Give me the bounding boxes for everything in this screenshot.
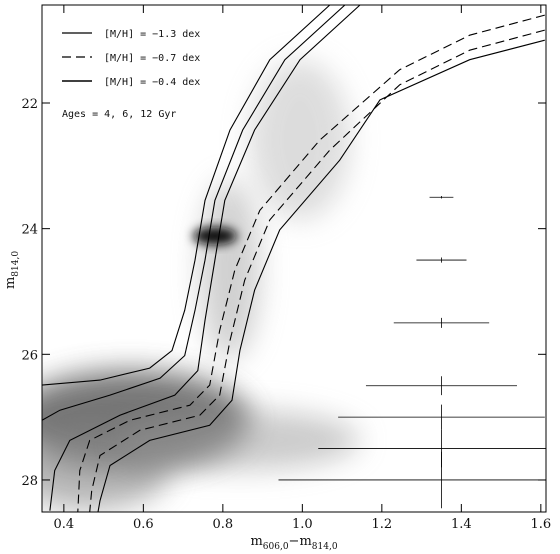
label-text: m bbox=[250, 534, 262, 549]
y-tick-label: 22 bbox=[21, 97, 38, 112]
hess-density bbox=[42, 60, 360, 510]
label-subscript: 814,0 bbox=[312, 542, 338, 552]
plot-frame bbox=[41, 4, 547, 513]
isochrone bbox=[97, 39, 545, 512]
x-tick-label: 1.0 bbox=[292, 517, 313, 532]
label-text: m bbox=[3, 277, 18, 289]
legend-label: [M/H] = −0.4 dex bbox=[104, 77, 200, 88]
x-tick-label: 0.8 bbox=[213, 517, 234, 532]
legend-label: [M/H] = −0.7 dex bbox=[104, 53, 200, 64]
isochrone bbox=[77, 14, 545, 512]
x-tick-label: 1.4 bbox=[451, 517, 472, 532]
x-tick-label: 0.4 bbox=[54, 517, 75, 532]
y-axis-label: m814,0 bbox=[3, 251, 21, 289]
y-tick-label: 24 bbox=[21, 223, 38, 238]
x-tick-label: 1.2 bbox=[371, 517, 392, 532]
isochrone bbox=[42, 5, 331, 386]
label-text: −m bbox=[289, 534, 312, 549]
x-tick-label: 0.6 bbox=[133, 517, 154, 532]
y-tick-label: 26 bbox=[21, 348, 38, 363]
y-tick-label: 28 bbox=[21, 474, 38, 489]
isochrone bbox=[49, 5, 361, 511]
isochrone bbox=[89, 29, 545, 512]
legend-label: [M/H] = −1.3 dex bbox=[104, 29, 200, 40]
x-axis-label: m606,0−m814,0 bbox=[250, 534, 337, 552]
annotation: Ages = 4, 6, 12 Gyr bbox=[62, 109, 176, 120]
label-subscript: 814,0 bbox=[11, 251, 21, 277]
isochrone bbox=[42, 5, 346, 421]
label-subscript: 606,0 bbox=[263, 542, 289, 552]
x-tick-label: 1.6 bbox=[530, 517, 551, 532]
